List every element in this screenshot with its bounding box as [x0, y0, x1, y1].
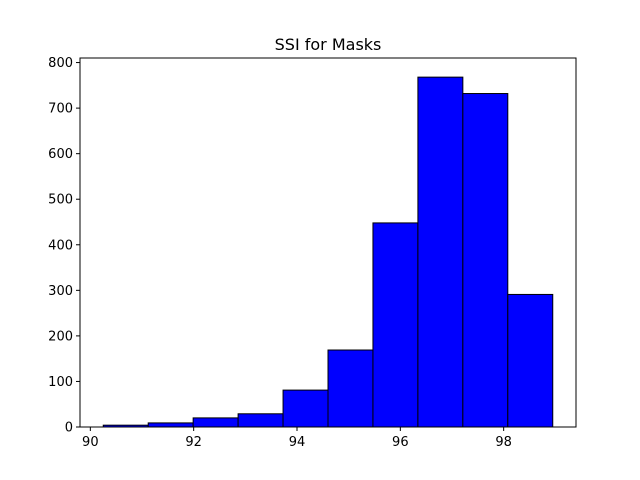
histogram-bar — [417, 76, 464, 428]
x-tick-label: 98 — [495, 435, 512, 450]
histogram-bar — [462, 93, 509, 428]
x-axis: 90 92 94 96 98 — [82, 427, 512, 450]
x-tick-label: 94 — [289, 435, 306, 450]
histogram-bar — [372, 222, 419, 428]
histogram-bar — [237, 413, 284, 428]
bars-group — [102, 76, 554, 428]
histogram-bar — [147, 422, 194, 428]
y-tick-label: 700 — [48, 102, 73, 117]
plot-frame — [79, 57, 577, 428]
x-tick-label: 96 — [392, 435, 409, 450]
y-tick-label: 0 — [65, 421, 73, 436]
y-tick-label: 300 — [48, 284, 73, 299]
histogram-bar — [192, 417, 239, 428]
y-axis: 0 100 200 300 400 500 600 700 800 — [48, 56, 80, 436]
x-tick-label: 90 — [82, 435, 99, 450]
chart-title: SSI for Masks — [275, 35, 382, 54]
y-tick-label: 600 — [48, 147, 73, 162]
y-tick-label: 100 — [48, 375, 73, 390]
y-tick-label: 800 — [48, 56, 73, 71]
histogram-bar — [327, 349, 374, 428]
y-tick-label: 500 — [48, 193, 73, 208]
histogram-bar — [282, 389, 329, 428]
x-tick-label: 92 — [185, 435, 202, 450]
y-tick-label: 400 — [48, 238, 73, 253]
y-tick-label: 200 — [48, 329, 73, 344]
histogram-bar — [507, 293, 554, 428]
